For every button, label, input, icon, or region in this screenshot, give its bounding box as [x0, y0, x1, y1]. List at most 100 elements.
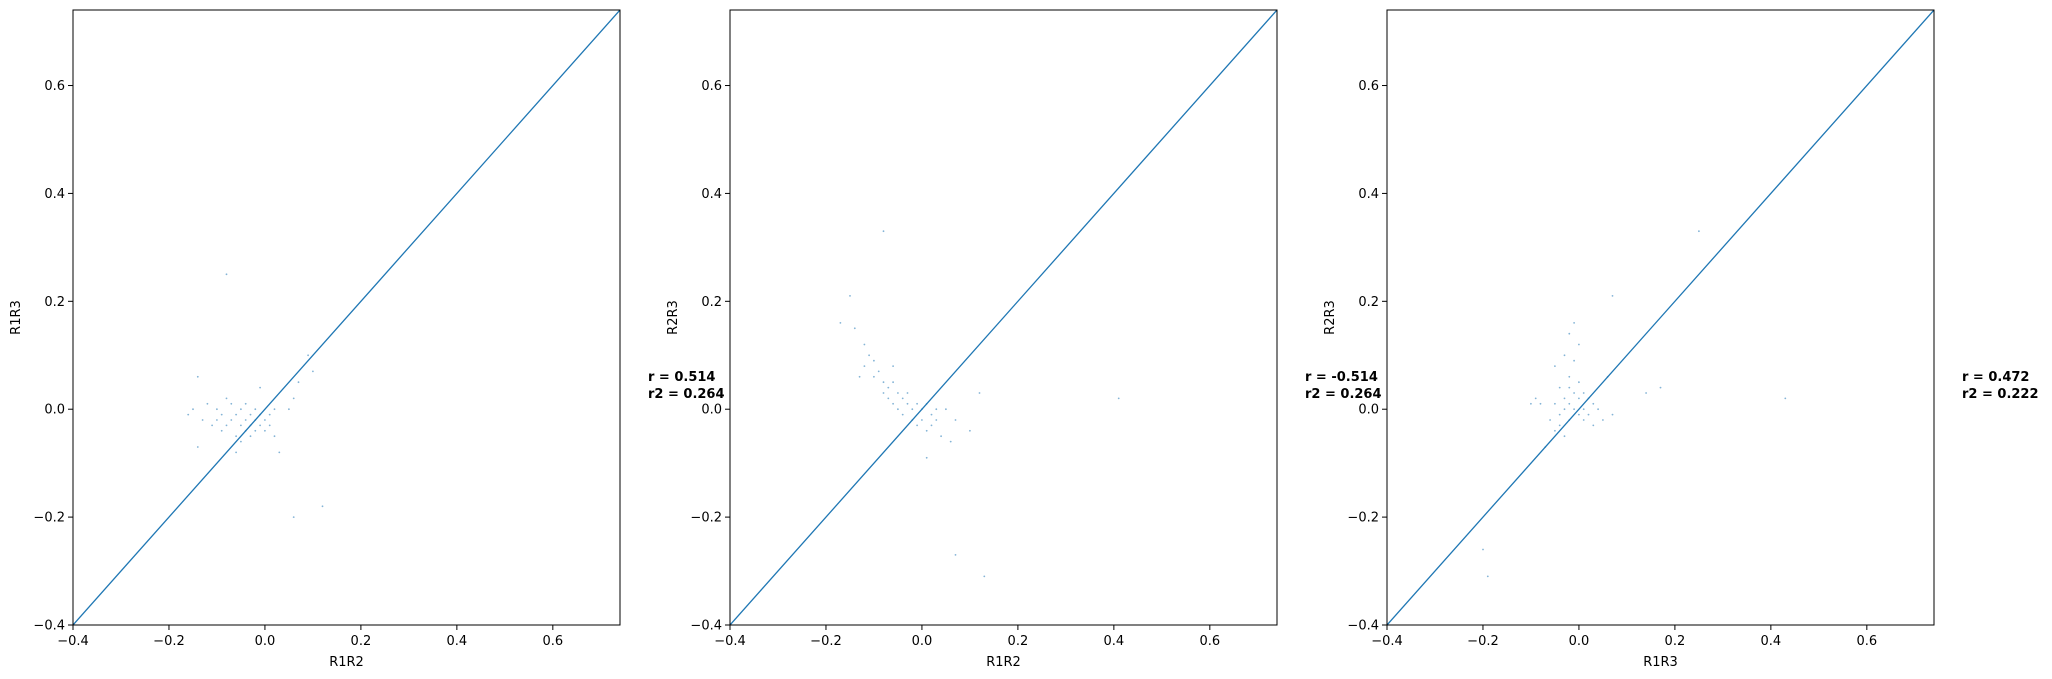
data-point: [307, 354, 309, 357]
data-point: [259, 386, 261, 389]
y-tick-label: 0.6: [701, 79, 722, 94]
data-point: [235, 435, 238, 438]
y-tick-label: 0.0: [701, 403, 722, 418]
correlation-r-text: r = -0.514: [1305, 370, 1378, 385]
data-point: [264, 419, 266, 421]
data-point: [1563, 354, 1566, 357]
plot-area: [730, 10, 1277, 625]
data-point: [863, 365, 866, 367]
data-point: [264, 429, 266, 432]
data-point: [849, 295, 851, 297]
data-point: [254, 429, 257, 432]
x-tick-label: −0.2: [1467, 634, 1499, 649]
data-point: [1573, 408, 1575, 411]
data-point: [921, 419, 923, 421]
data-point: [1554, 365, 1556, 367]
data-point: [196, 446, 199, 448]
data-point: [230, 402, 233, 405]
data-point: [873, 359, 875, 362]
data-point: [839, 322, 842, 324]
x-tick-label: 0.6: [1856, 634, 1877, 649]
data-point: [877, 370, 880, 373]
x-tick-label: 0.2: [351, 634, 372, 649]
data-point: [1592, 402, 1595, 405]
data-point: [892, 402, 894, 405]
identity-line: [730, 10, 1277, 625]
data-point: [278, 451, 281, 454]
data-point: [873, 375, 875, 378]
data-point: [925, 456, 928, 459]
x-tick-label: −0.2: [810, 634, 842, 649]
data-point: [1578, 381, 1580, 384]
data-point: [1530, 402, 1532, 405]
data-point: [916, 424, 918, 427]
correlation-r-text: r = 0.472: [1962, 370, 2029, 385]
data-point: [1659, 386, 1662, 389]
data-point: [225, 397, 228, 400]
x-tick-label: −0.4: [57, 634, 89, 649]
y-axis-label: R2R3: [666, 300, 681, 335]
data-point: [935, 408, 938, 411]
data-point: [288, 408, 290, 411]
data-point: [887, 386, 890, 389]
y-tick-label: −0.4: [1347, 619, 1379, 634]
y-axis-label: R1R3: [9, 300, 24, 335]
x-tick-label: 0.4: [1104, 634, 1125, 649]
y-tick-label: 0.4: [701, 187, 722, 202]
data-point: [220, 413, 223, 416]
data-point: [969, 429, 971, 432]
data-point: [268, 424, 271, 427]
data-point: [1587, 413, 1590, 416]
identity-line: [73, 10, 620, 625]
correlation-r2-text: r2 = 0.222: [1962, 387, 2039, 402]
data-point: [1582, 419, 1585, 421]
data-point: [1563, 397, 1566, 400]
x-tick-label: 0.0: [1569, 634, 1590, 649]
y-tick-label: −0.2: [33, 511, 65, 526]
data-point: [940, 435, 942, 438]
data-point: [1578, 343, 1580, 346]
scatter-panel-2: −0.4 −0.2 0.0 0.2 0.4 0.6 −0.4 −0.2 0.0 0.2 0.4 0.6…: [666, 9, 1382, 670]
data-point: [945, 408, 947, 411]
data-point: [1611, 413, 1614, 416]
data-point: [916, 402, 918, 405]
data-point: [1554, 429, 1556, 432]
x-tick-label: 0.4: [447, 634, 468, 649]
x-tick-label: 0.0: [255, 634, 276, 649]
data-point: [196, 375, 199, 378]
data-point: [187, 413, 190, 416]
data-point: [1117, 397, 1120, 400]
y-tick-label: 0.4: [44, 187, 65, 202]
data-point: [273, 435, 276, 438]
identity-line: [1387, 10, 1934, 625]
data-point: [240, 440, 242, 443]
x-tick-label: 0.0: [912, 634, 933, 649]
data-point: [1568, 386, 1571, 389]
x-tick-label: −0.2: [153, 634, 185, 649]
data-point: [1563, 435, 1566, 438]
data-point: [201, 419, 204, 421]
data-point: [887, 397, 890, 400]
y-tick-label: 0.2: [44, 295, 65, 310]
correlation-r-text: r = 0.514: [648, 370, 715, 385]
data-point: [249, 435, 252, 438]
data-point: [1573, 359, 1575, 362]
data-point: [882, 392, 885, 394]
data-point: [1784, 397, 1787, 400]
data-point: [254, 408, 257, 411]
axes-frame: [72, 9, 621, 626]
data-point: [235, 413, 238, 416]
data-point: [206, 402, 209, 405]
plot-area: [1387, 10, 1934, 625]
data-point: [882, 230, 885, 233]
y-tick-label: 0.0: [1358, 403, 1379, 418]
data-point: [911, 408, 914, 411]
data-point: [1568, 332, 1571, 335]
data-point: [1597, 408, 1599, 411]
data-point: [901, 413, 904, 416]
scatter-panel-1: −0.4 −0.2 0.0 0.2 0.4 0.6 −0.4 −0.2 0.0 0.2 0.4 0.6…: [9, 9, 725, 670]
data-point: [901, 397, 904, 400]
data-point: [1549, 419, 1551, 421]
data-point: [930, 413, 933, 416]
